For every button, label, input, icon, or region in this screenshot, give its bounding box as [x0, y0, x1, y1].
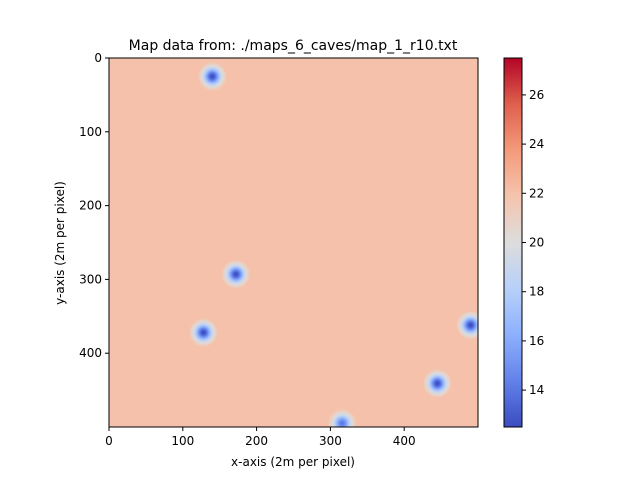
- colorbar-tick-label: 26: [529, 88, 544, 102]
- colorbar-gradient: [503, 57, 523, 428]
- colorbar-tick-label: 18: [529, 285, 544, 299]
- colorbar-tick-label: 24: [529, 137, 544, 151]
- plot-frame: [108, 57, 479, 428]
- x-tick-label: 200: [245, 434, 268, 448]
- colorbar-ticks: 14 16 18 20 22 24 26: [522, 88, 544, 397]
- x-tick-label: 0: [105, 434, 113, 448]
- x-tick-label: 100: [171, 434, 194, 448]
- cave-4: [455, 310, 478, 340]
- x-axis-label: x-axis (2m per pixel): [231, 455, 355, 469]
- x-axis-ticks: 0 100 200 300 400: [105, 427, 416, 448]
- x-tick-label: 400: [393, 434, 416, 448]
- y-axis-label: y-axis (2m per pixel): [53, 181, 67, 305]
- heatmap-background: [109, 58, 478, 427]
- colorbar-tick-label: 14: [529, 383, 544, 397]
- chart-title: Map data from: ./maps_6_caves/map_1_r10.…: [129, 38, 458, 54]
- y-tick-label: 200: [79, 199, 102, 213]
- cave-5: [422, 368, 453, 399]
- colorbar-tick-label: 16: [529, 334, 544, 348]
- x-tick-label: 300: [319, 434, 342, 448]
- cave-3: [188, 317, 219, 348]
- y-tick-label: 100: [79, 125, 102, 139]
- y-axis-ticks: 0 100 200 300 400: [79, 51, 109, 360]
- cave-6: [327, 408, 357, 427]
- y-tick-label: 300: [79, 272, 102, 286]
- colorbar-tick-label: 22: [529, 186, 544, 200]
- y-tick-label: 400: [79, 346, 102, 360]
- cave-1: [197, 61, 228, 92]
- y-tick-label: 0: [94, 51, 102, 65]
- heatmap-plot: [108, 57, 479, 428]
- cave-2: [221, 259, 251, 289]
- colorbar-tick-label: 20: [529, 236, 544, 250]
- colorbar: 14 16 18 20 22 24 26: [503, 57, 544, 428]
